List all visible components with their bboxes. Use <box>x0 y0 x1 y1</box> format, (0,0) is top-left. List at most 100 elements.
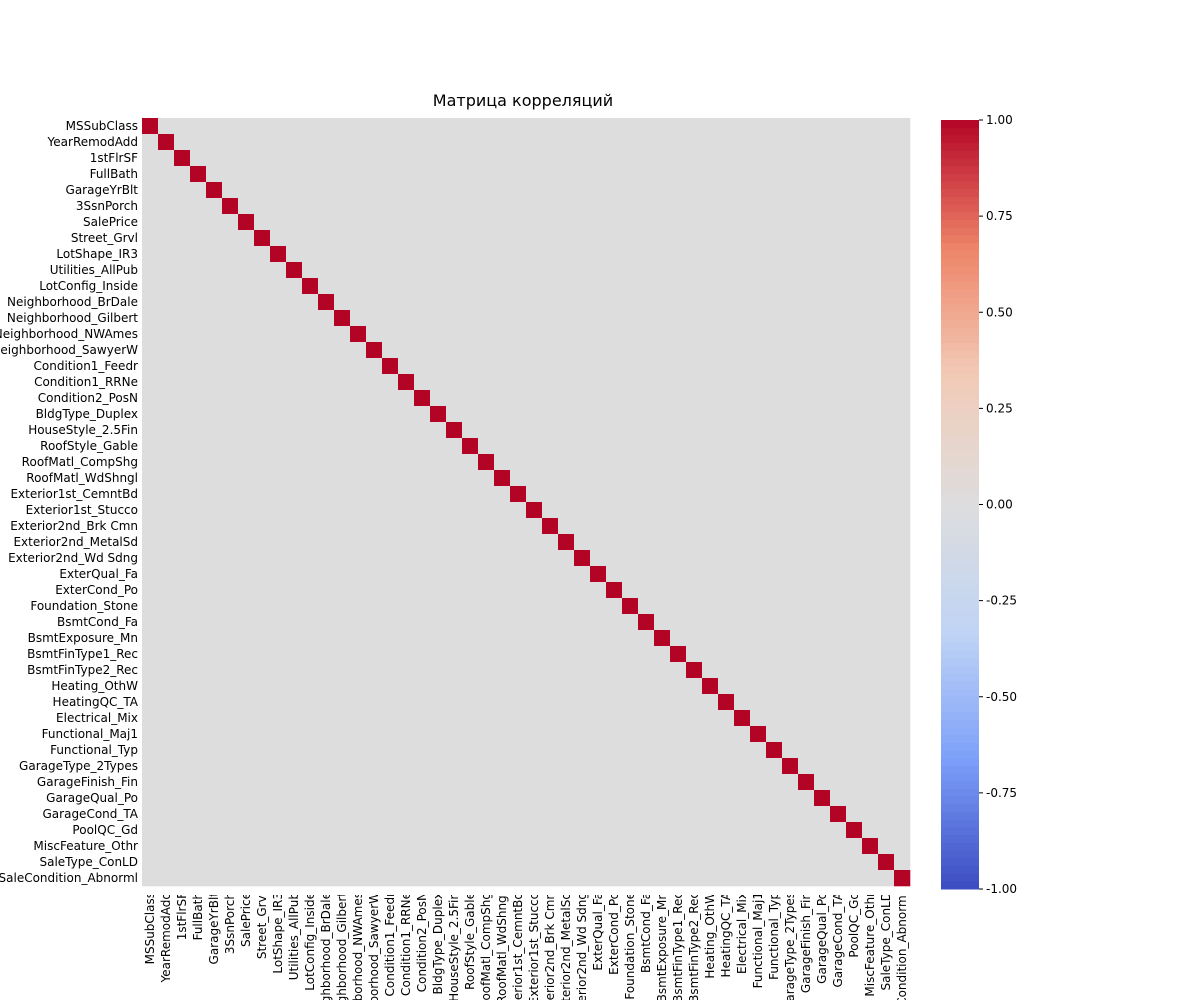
heatmap-cell <box>254 374 271 391</box>
heatmap-cell <box>494 694 511 711</box>
heatmap-cell <box>718 374 735 391</box>
heatmap-cell <box>670 134 687 151</box>
heatmap-cell <box>334 422 351 439</box>
heatmap-cell <box>270 214 287 231</box>
colorbar-segment <box>941 196 979 206</box>
heatmap-cell <box>670 502 687 519</box>
heatmap-cell <box>878 262 895 279</box>
heatmap-cell <box>382 326 399 343</box>
heatmap-cell <box>654 598 671 615</box>
heatmap-cell <box>526 134 543 151</box>
heatmap-cell <box>734 310 751 327</box>
heatmap-cell <box>142 246 159 263</box>
heatmap-cell <box>638 166 655 183</box>
heatmap-cell <box>510 326 527 343</box>
heatmap-cell <box>350 838 367 855</box>
heatmap-cell <box>174 278 191 295</box>
heatmap-cell <box>526 630 543 647</box>
heatmap-cell <box>510 582 527 599</box>
x-tick-label: Condition1_Feedr <box>383 892 397 997</box>
heatmap-cell <box>510 134 527 151</box>
heatmap-cell <box>398 230 415 247</box>
heatmap-cell <box>574 534 591 551</box>
heatmap-cell <box>366 678 383 695</box>
x-tick-label: 3SsnPorch <box>223 892 237 954</box>
heatmap-cell <box>334 710 351 727</box>
heatmap-cell <box>222 374 239 391</box>
heatmap-cell <box>590 550 607 567</box>
heatmap-cell <box>782 198 799 215</box>
heatmap-cell <box>158 566 175 583</box>
heatmap-cell <box>478 262 495 279</box>
heatmap-cell <box>190 310 207 327</box>
heatmap-cell <box>590 854 607 871</box>
heatmap-cell <box>862 406 879 423</box>
heatmap-cell <box>398 166 415 183</box>
heatmap-cell <box>462 854 479 871</box>
heatmap-cell <box>750 662 767 679</box>
colorbar-segment <box>941 120 979 129</box>
heatmap-cell <box>446 806 463 823</box>
heatmap-cell <box>766 230 783 247</box>
x-tick-label: Neighborhood_SawyerW <box>367 892 381 1000</box>
heatmap-cell <box>846 182 863 199</box>
heatmap-cell <box>142 198 159 215</box>
heatmap-cell <box>382 518 399 535</box>
heatmap-cell <box>862 774 879 791</box>
heatmap-cell <box>462 342 479 359</box>
heatmap-cell <box>158 662 175 679</box>
heatmap-cell <box>622 214 639 231</box>
heatmap-cell <box>510 806 527 823</box>
heatmap-cell <box>366 854 383 871</box>
heatmap-cell <box>654 758 671 775</box>
heatmap-cell <box>718 230 735 247</box>
heatmap-cell <box>638 358 655 375</box>
heatmap-cell <box>766 678 783 695</box>
heatmap-cell <box>782 838 799 855</box>
heatmap-cell <box>542 774 559 791</box>
heatmap-cell <box>478 342 495 359</box>
colorbar-segment <box>941 427 979 436</box>
heatmap-cell <box>654 630 671 647</box>
heatmap-cell <box>878 422 895 439</box>
heatmap-cell <box>606 790 623 807</box>
x-tick-label: GarageType_2Types <box>783 892 797 1000</box>
heatmap-cell <box>894 742 911 759</box>
heatmap-cell <box>462 230 479 247</box>
heatmap-cell <box>718 854 735 871</box>
heatmap-cell <box>862 470 879 487</box>
heatmap-cell <box>206 118 223 135</box>
heatmap-cell <box>574 662 591 679</box>
heatmap-cell <box>670 118 687 135</box>
heatmap-cell <box>878 646 895 663</box>
heatmap-cell <box>254 182 271 199</box>
heatmap-cell <box>734 502 751 519</box>
heatmap-cell <box>558 566 575 583</box>
heatmap-cell <box>414 342 431 359</box>
heatmap-cell <box>382 390 399 407</box>
heatmap-cell <box>350 726 367 743</box>
heatmap-cell <box>350 134 367 151</box>
heatmap-cell <box>462 646 479 663</box>
heatmap-cell <box>446 390 463 407</box>
heatmap-cell <box>206 726 223 743</box>
heatmap-cell <box>558 390 575 407</box>
heatmap-cell <box>238 182 255 199</box>
heatmap-cell <box>190 582 207 599</box>
x-tick-label: MSSubClass <box>143 892 157 964</box>
heatmap-cell <box>686 726 703 743</box>
heatmap-cell <box>222 742 239 759</box>
heatmap-cell <box>574 710 591 727</box>
heatmap-cell <box>542 358 559 375</box>
heatmap-cell <box>622 246 639 263</box>
heatmap-cell <box>478 550 495 567</box>
heatmap-cell <box>270 758 287 775</box>
heatmap-cell <box>510 710 527 727</box>
heatmap-cell <box>478 470 495 487</box>
heatmap-cell <box>622 358 639 375</box>
heatmap-cell <box>878 438 895 455</box>
heatmap-cell <box>286 678 303 695</box>
heatmap-cell <box>510 454 527 471</box>
heatmap-cell <box>526 262 543 279</box>
heatmap-cell <box>302 518 319 535</box>
